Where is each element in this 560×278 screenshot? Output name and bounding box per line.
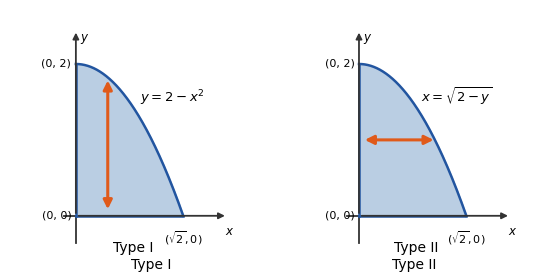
- Text: x: x: [225, 225, 232, 238]
- Text: Type I: Type I: [113, 241, 153, 255]
- Text: Type II: Type II: [394, 241, 438, 255]
- Text: $y = 2 - x^2$: $y = 2 - x^2$: [141, 88, 205, 108]
- Text: $(\sqrt{2}, 0)$: $(\sqrt{2}, 0)$: [447, 229, 486, 247]
- Text: y: y: [363, 31, 371, 44]
- Text: x: x: [508, 225, 515, 238]
- Text: $(\sqrt{2}, 0)$: $(\sqrt{2}, 0)$: [164, 229, 203, 247]
- Text: (0, 2): (0, 2): [325, 59, 354, 69]
- Text: (0, 0): (0, 0): [41, 211, 71, 221]
- Text: y: y: [81, 31, 87, 44]
- Text: $x = \sqrt{2 - y}$: $x = \sqrt{2 - y}$: [421, 85, 492, 107]
- Text: (0, 2): (0, 2): [41, 59, 71, 69]
- Text: (0, 0): (0, 0): [325, 211, 354, 221]
- Text: Type II: Type II: [392, 259, 437, 272]
- Text: Type I: Type I: [131, 259, 171, 272]
